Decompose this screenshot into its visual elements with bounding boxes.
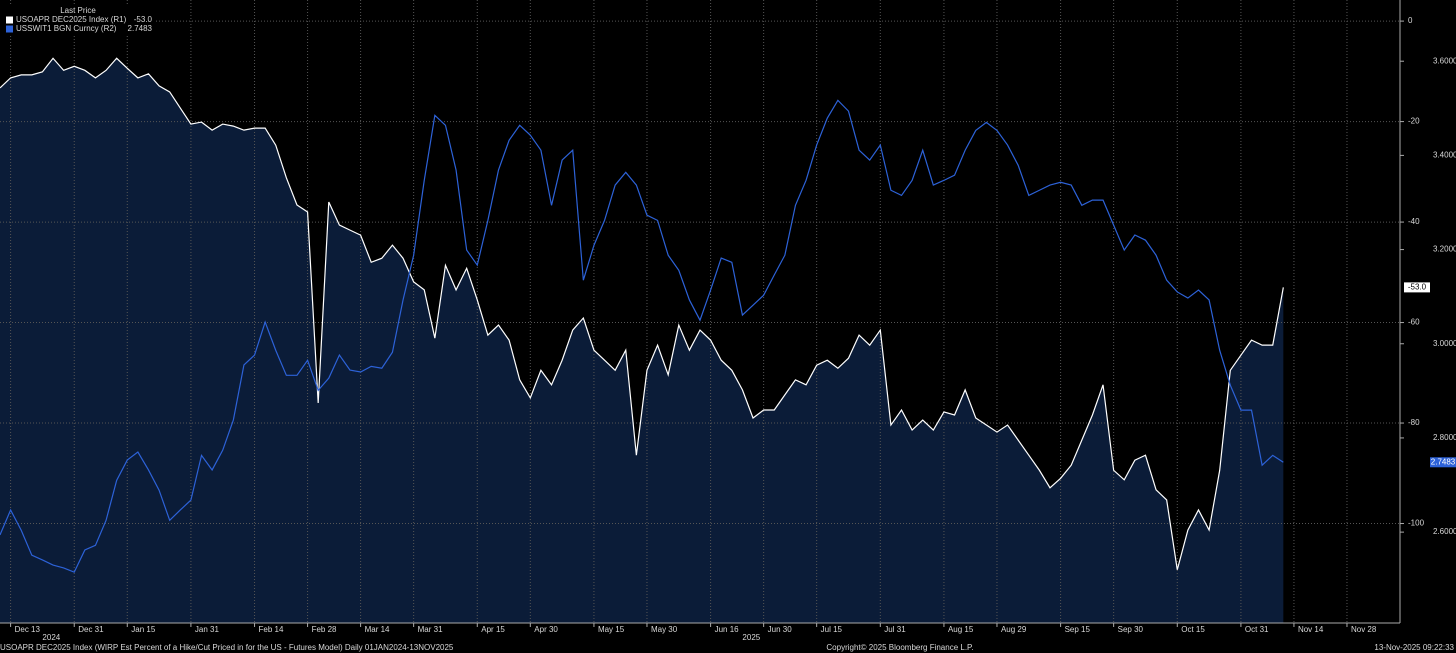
last-price-tag-label: -53.0 [1408,282,1427,291]
y2-tick-label: 3.2000 [1433,245,1456,254]
last-price-tag [1404,282,1430,293]
x-tick-label: May 15 [598,625,625,634]
legend-value: 2.7483 [128,24,153,33]
x-tick-label: Oct 15 [1181,625,1205,634]
x-tick-label: Jul 15 [821,625,843,634]
x-tick-label: Apr 15 [481,625,505,634]
last-price-tag-label: 2.7483 [1431,457,1456,466]
year-label: 2024 [42,633,60,642]
x-tick-label: Oct 31 [1245,625,1269,634]
plot-area [0,58,1284,624]
y-tick-label: -100 [1408,519,1425,528]
x-tick-label: Jun 16 [715,625,740,634]
x-tick-label: Dec 31 [78,625,104,634]
x-tick-label: Feb 14 [259,625,284,634]
copyright: Copyright© 2025 Bloomberg Finance L.P. [826,643,973,652]
legend-box [0,4,156,36]
legend-value: -53.0 [134,15,153,24]
timestamp: 13-Nov-2025 09:22:33 [1374,643,1454,652]
y-tick-label: -60 [1408,318,1420,327]
x-tick-label: Sep 15 [1065,625,1091,634]
footer-note: USOAPR DEC2025 Index (WIRP Est Percent o… [0,643,454,652]
series-line [0,57,1284,570]
x-tick-label: Sep 30 [1118,625,1144,634]
series-line [0,99,1284,573]
x-tick-label: Nov 14 [1298,625,1324,634]
year-label: 2025 [742,633,760,642]
x-tick-label: Jun 30 [768,625,793,634]
x-tick-label: Nov 28 [1351,625,1377,634]
x-tick-label: Aug 29 [1001,625,1027,634]
x-tick-label: Mar 31 [418,625,443,634]
x-tick-label: Jan 15 [131,625,156,634]
y-tick-label: 0 [1408,16,1413,25]
x-tick-label: Aug 15 [948,625,974,634]
x-tick-label: Feb 28 [312,625,337,634]
x-tick-label: Dec 13 [15,625,41,634]
y2-tick-label: 3.0000 [1433,339,1456,348]
y-tick-label: -20 [1408,117,1420,126]
legend-swatch [6,16,13,24]
legend-label: USOAPR DEC2025 Index (R1) [16,15,127,24]
legend-swatch [6,25,13,33]
x-tick-label: Apr 30 [534,625,558,634]
y-tick-label: -40 [1408,217,1420,226]
area [0,58,1284,624]
last-price-tag [1430,457,1456,468]
y2-tick-label: 2.6000 [1433,527,1456,536]
y2-tick-label: 3.6000 [1433,56,1456,65]
legend-label: USSWIT1 BGN Curncy (R2) [16,24,117,33]
y2-tick-label: 2.8000 [1433,433,1456,442]
x-tick-label: Jul 31 [884,625,906,634]
legend-title: Last Price [60,6,96,15]
y-tick-label: -80 [1408,418,1420,427]
y2-tick-label: 3.4000 [1433,151,1456,160]
x-tick-label: Jan 31 [195,625,220,634]
x-tick-label: Mar 14 [365,625,390,634]
x-tick-label: May 30 [651,625,678,634]
